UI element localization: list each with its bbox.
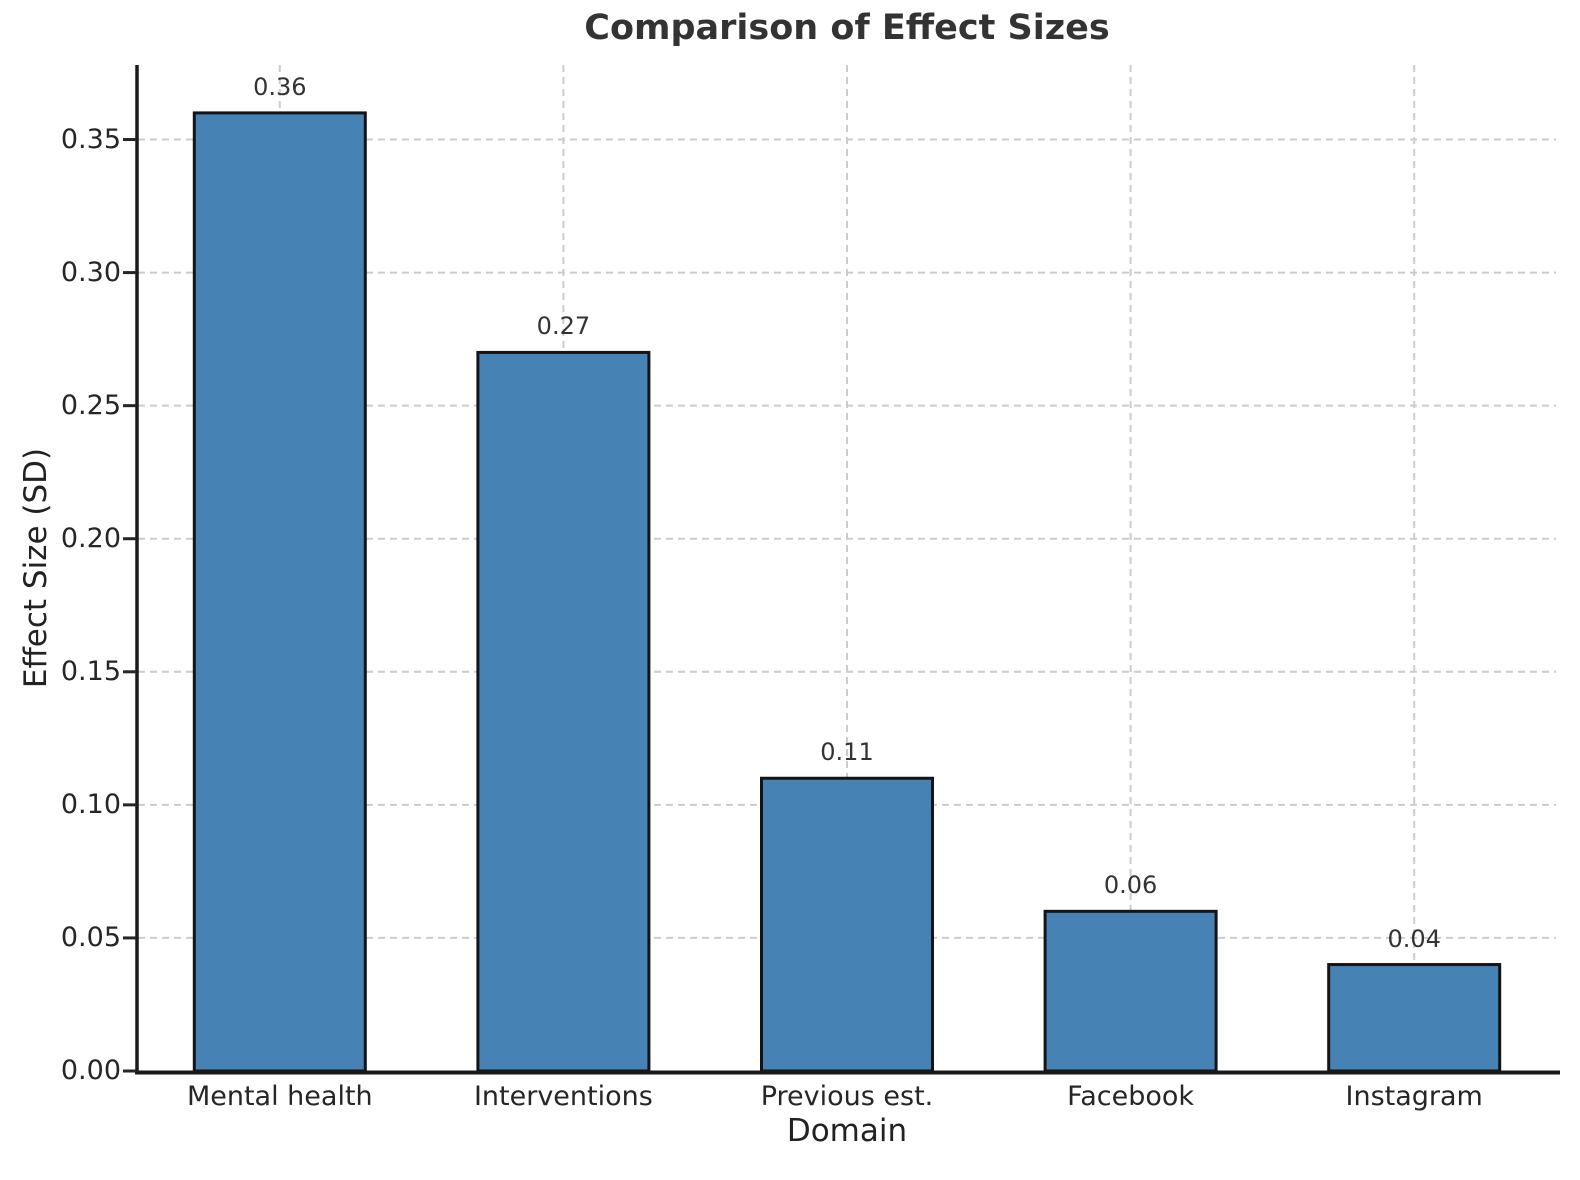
bar-value-label: 0.27 — [536, 312, 591, 341]
bar-facebook — [1043, 909, 1218, 1073]
x-tick-label: Interventions — [473, 1081, 653, 1112]
y-tick-label: 0.30 — [60, 256, 121, 288]
bar-mental-health — [192, 111, 367, 1073]
bar-value-label: 0.11 — [820, 738, 874, 767]
y-tick-label: 0.05 — [60, 921, 121, 953]
y-tick-label: 0.20 — [60, 522, 121, 554]
y-tick-label: 0.10 — [60, 788, 121, 820]
x-tick-label: Mental health — [186, 1081, 373, 1112]
bar-value-label: 0.04 — [1387, 924, 1441, 953]
bar-instagram — [1327, 963, 1502, 1073]
x-tick-label: Previous est. — [760, 1081, 934, 1112]
bar-interventions — [476, 350, 651, 1073]
y-tick-label: 0.00 — [60, 1055, 121, 1086]
y-tick-label: 0.25 — [60, 389, 121, 421]
bar-previous-est — [760, 776, 934, 1073]
x-axis-label: Domain — [786, 1113, 908, 1149]
bar-value-label: 0.36 — [253, 72, 307, 101]
chart-title: Comparison of Effect Sizes — [584, 8, 1110, 48]
y-tick-label: 0.15 — [60, 655, 121, 687]
x-tick-label: Facebook — [1067, 1081, 1195, 1112]
bar-value-label: 0.06 — [1103, 871, 1158, 900]
x-tick-label: Instagram — [1345, 1081, 1483, 1112]
y-tick-label: 0.35 — [60, 123, 121, 155]
